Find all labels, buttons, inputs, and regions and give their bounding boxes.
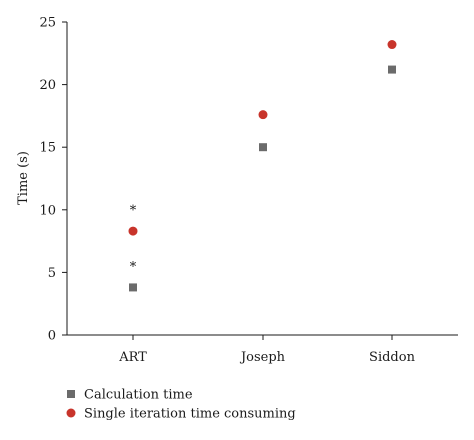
y-ticks: 0 5 10 15 20 25 [39,16,67,344]
y-tick-label: 10 [39,203,56,218]
x-tick-label: ART [118,350,147,365]
x-tick-label: Joseph [239,350,286,365]
legend-marker-square [67,390,75,398]
y-tick-label: 15 [39,141,56,156]
annotation-asterisk: * [130,260,137,275]
axes [66,22,458,336]
y-tick-label: 5 [48,266,56,281]
data-point-square [259,143,267,152]
legend-marker-circle [66,408,76,418]
data-points [128,40,397,292]
data-point-circle [258,110,268,120]
data-point-square [388,65,396,74]
data-point-square [129,283,137,292]
y-tick-label: 20 [39,78,56,93]
annotation-asterisk: * [130,204,137,219]
annotations: ** [130,204,137,275]
legend-label: Single iteration time consuming [84,407,296,422]
y-axis-label: Time (s) [16,151,31,205]
x-ticks: ART Joseph Siddon [118,335,416,365]
x-tick-label: Siddon [369,350,416,365]
y-tick-label: 0 [48,329,56,344]
y-tick-label: 25 [39,16,56,31]
data-point-circle [387,40,397,50]
legend: Calculation time Single iteration time co… [66,388,296,422]
data-point-circle [128,226,138,236]
legend-label: Calculation time [84,388,193,403]
